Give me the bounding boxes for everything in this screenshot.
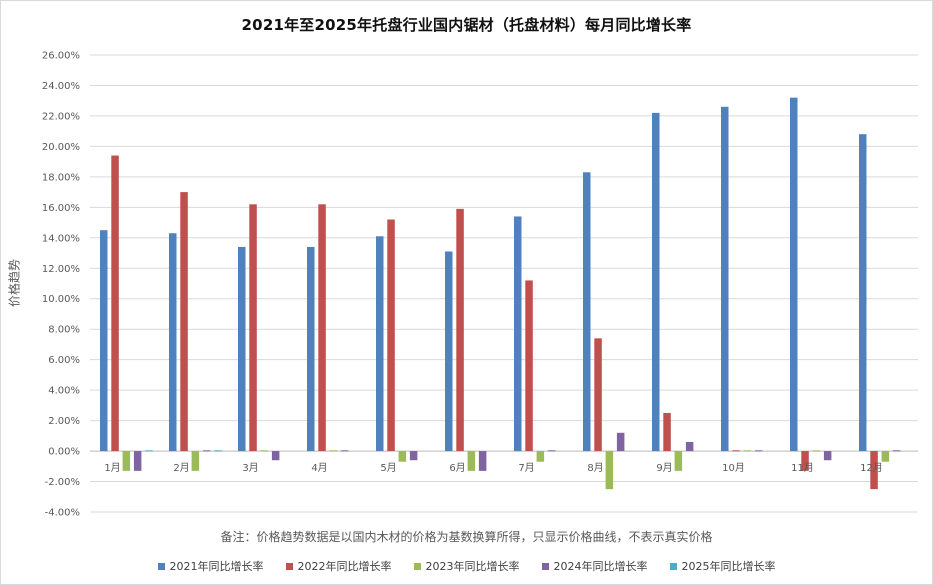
bar — [111, 155, 119, 452]
bar — [456, 208, 464, 452]
y-tick-label: 10.00% — [42, 294, 80, 305]
x-tick-label: 3月 — [242, 462, 258, 474]
y-tick-label: 2.00% — [48, 416, 80, 427]
bar — [249, 204, 257, 452]
x-tick-label: 8月 — [587, 462, 603, 474]
bar — [145, 450, 153, 452]
bar — [214, 450, 222, 452]
y-tick-label: 16.00% — [42, 203, 80, 214]
bar — [398, 451, 407, 462]
bar — [191, 451, 200, 471]
bar — [583, 172, 591, 452]
bar — [525, 280, 533, 452]
bar — [823, 451, 832, 461]
x-tick-label: 10月 — [722, 462, 745, 474]
chart-note: 备注：价格趋势数据是以国内木材的价格为基数换算所得，只显示价格曲线，不表示真实价… — [220, 530, 713, 544]
x-tick-label: 7月 — [518, 462, 534, 474]
bar — [870, 451, 878, 490]
bar — [318, 204, 326, 452]
bar — [478, 451, 487, 471]
x-tick-label: 9月 — [656, 462, 672, 474]
bar — [409, 451, 418, 461]
bar — [616, 432, 625, 452]
bar — [387, 219, 395, 452]
x-tick-label: 12月 — [860, 462, 883, 474]
bar — [859, 134, 867, 452]
chart-title: 2021年至2025年托盘行业国内锯材（托盘材料）每月同比增长率 — [241, 16, 692, 34]
legend-label: 2025年同比增长率 — [681, 560, 776, 573]
bar — [238, 246, 246, 452]
y-tick-label: 6.00% — [48, 355, 80, 366]
bar — [122, 451, 131, 471]
chart-legend: 2021年同比增长率 2022年同比增长率 2023年同比增长率 2024年同比增长率… — [0, 558, 933, 574]
bar — [133, 451, 142, 471]
legend-swatch — [669, 562, 677, 570]
bar — [307, 246, 315, 452]
bar — [605, 451, 614, 490]
y-tick-label: 22.00% — [42, 111, 80, 122]
y-tick-label: -4.00% — [45, 508, 80, 519]
bar — [547, 450, 556, 452]
x-tick-label: 5月 — [380, 462, 396, 474]
y-tick-label: 26.00% — [42, 51, 80, 62]
legend-item: 2021年同比增长率 — [157, 558, 264, 574]
y-tick-label: -2.00% — [45, 477, 80, 488]
bar — [790, 97, 798, 452]
legend-swatch — [541, 562, 549, 570]
bar — [340, 450, 349, 452]
bar — [743, 450, 752, 452]
bar — [180, 192, 188, 452]
bar — [812, 450, 821, 452]
x-tick-label: 2月 — [173, 462, 189, 474]
bar — [754, 450, 763, 452]
bar — [594, 338, 602, 452]
x-tick-label: 4月 — [311, 462, 327, 474]
bar — [536, 451, 545, 462]
legend-label: 2022年同比增长率 — [297, 560, 392, 573]
bar — [732, 450, 740, 452]
bar — [892, 450, 901, 452]
y-tick-label: 18.00% — [42, 172, 80, 183]
y-tick-label: 24.00% — [42, 81, 80, 92]
x-tick-label: 6月 — [449, 462, 465, 474]
legend-item: 2025年同比增长率 — [669, 558, 776, 574]
y-tick-label: 0.00% — [48, 447, 80, 458]
bar — [271, 451, 280, 461]
x-tick-label: 11月 — [791, 462, 814, 474]
legend-swatch — [285, 562, 293, 570]
legend-item: 2022年同比增长率 — [285, 558, 392, 574]
y-tick-label: 20.00% — [42, 142, 80, 153]
bar — [721, 106, 729, 452]
legend-item: 2023年同比增长率 — [413, 558, 520, 574]
legend-label: 2024年同比增长率 — [553, 560, 648, 573]
legend-item: 2024年同比增长率 — [541, 558, 648, 574]
bar — [169, 233, 177, 452]
bar — [260, 450, 269, 452]
legend-swatch — [413, 562, 421, 570]
y-tick-label: 4.00% — [48, 386, 80, 397]
bar — [202, 450, 211, 452]
bar — [685, 441, 694, 452]
legend-swatch — [157, 562, 165, 570]
bar — [674, 451, 683, 471]
bar — [100, 230, 108, 452]
legend-label: 2023年同比增长率 — [425, 560, 520, 573]
y-tick-label: 14.00% — [42, 233, 80, 244]
bar — [467, 451, 476, 471]
legend-label: 2021年同比增长率 — [169, 560, 264, 573]
y-tick-label: 12.00% — [42, 264, 80, 275]
bar — [329, 450, 338, 452]
bar — [663, 412, 671, 452]
bar — [652, 112, 660, 452]
bar — [514, 216, 522, 452]
bar — [376, 236, 384, 452]
x-tick-label: 1月 — [104, 462, 120, 474]
y-tick-label: 8.00% — [48, 325, 80, 336]
bar — [801, 451, 809, 471]
bar — [881, 451, 890, 462]
bar — [445, 251, 453, 452]
